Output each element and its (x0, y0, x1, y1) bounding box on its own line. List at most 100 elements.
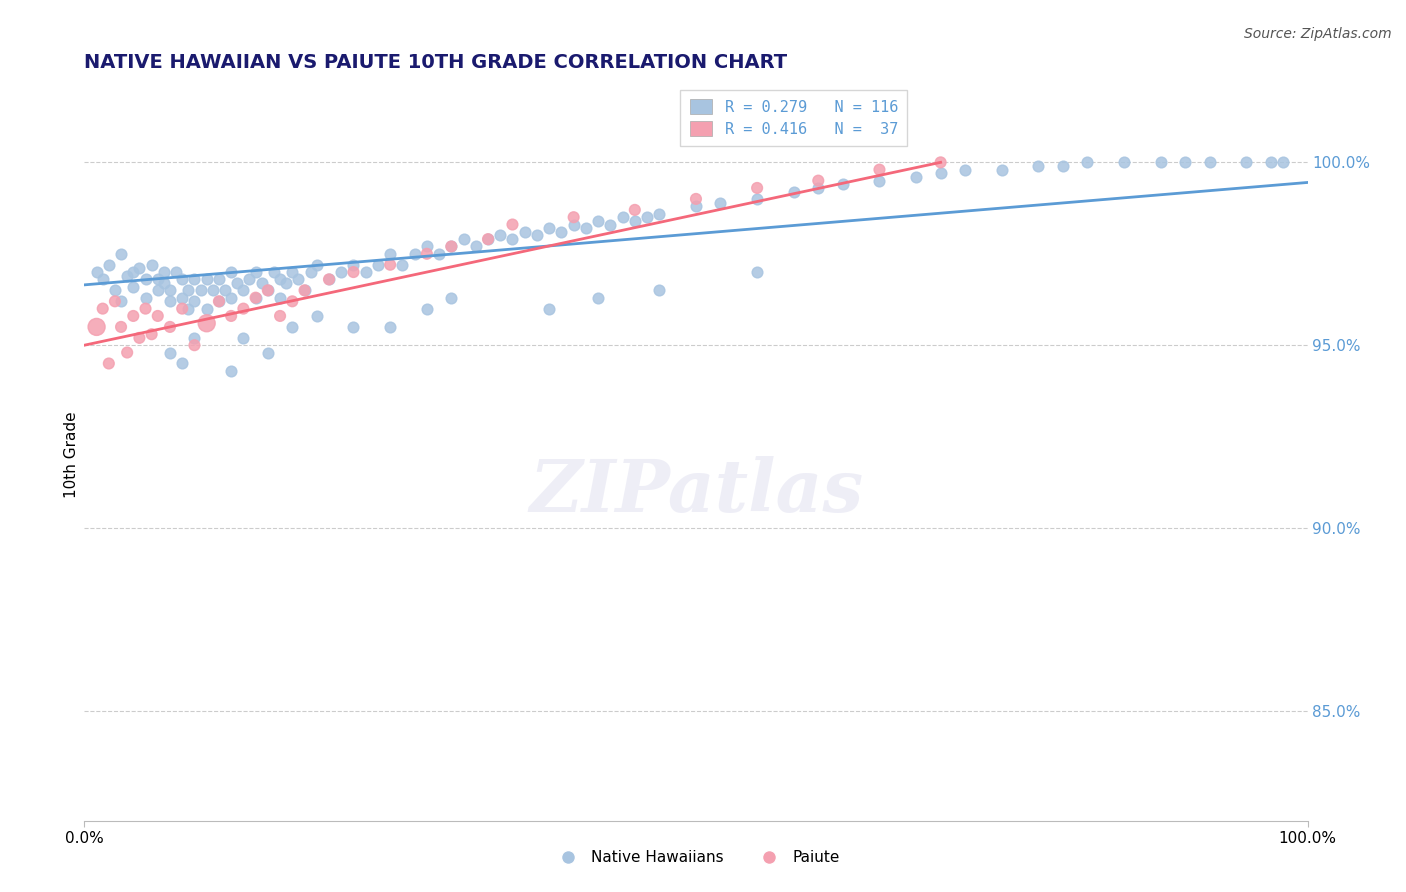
Point (208, 272, 231, 286)
Point (122, 279, 145, 293)
Point (380, 258, 402, 272)
Point (538, 301, 561, 316)
Point (562, 218, 585, 232)
Point (747, 181, 769, 195)
Point (269, 272, 291, 286)
Point (586, 214, 609, 228)
Point (404, 246, 426, 260)
Point (391, 258, 413, 272)
Point (110, 246, 132, 260)
Point (281, 319, 304, 334)
Point (183, 338, 205, 352)
Point (747, 265, 769, 279)
Point (219, 364, 242, 378)
Point (440, 291, 463, 305)
Point (287, 272, 309, 286)
Point (135, 291, 157, 305)
Point (86, 319, 108, 334)
Point (305, 309, 328, 323)
Point (599, 218, 621, 232)
Point (477, 232, 499, 246)
Point (195, 316, 218, 330)
Point (110, 319, 132, 334)
Point (685, 199, 707, 213)
Point (269, 309, 291, 323)
Point (1052, 159, 1074, 173)
Point (281, 265, 304, 279)
Point (636, 210, 658, 224)
Point (141, 258, 163, 272)
Point (269, 291, 291, 305)
Point (477, 232, 499, 246)
Point (214, 283, 236, 297)
Point (232, 283, 254, 297)
Point (1272, 155, 1295, 169)
Point (342, 258, 364, 272)
Point (294, 283, 316, 297)
Point (232, 301, 254, 316)
Point (91, 301, 114, 316)
Point (183, 272, 205, 286)
Point (281, 294, 304, 309)
Point (747, 192, 769, 206)
Point (172, 356, 194, 370)
Point (464, 239, 486, 253)
Point (97, 258, 120, 272)
Point (183, 294, 205, 309)
Point (172, 291, 194, 305)
Point (783, 185, 806, 199)
Point (159, 283, 181, 297)
Point (367, 258, 389, 272)
Point (1198, 155, 1220, 169)
Point (489, 228, 512, 243)
Point (1028, 159, 1050, 173)
Point (122, 265, 145, 279)
Point (135, 301, 157, 316)
Point (299, 265, 322, 279)
Point (115, 268, 138, 283)
Point (263, 265, 285, 279)
Point (172, 272, 194, 286)
Point (110, 294, 132, 309)
Point (257, 283, 280, 297)
Point (257, 345, 280, 359)
Point (380, 319, 402, 334)
Point (159, 345, 181, 359)
Point (153, 276, 176, 290)
Point (190, 283, 212, 297)
Point (869, 162, 891, 177)
Point (502, 232, 524, 246)
Point (991, 162, 1014, 177)
Point (183, 331, 205, 345)
Point (208, 294, 231, 309)
Point (513, 225, 536, 239)
Point (624, 202, 647, 217)
Point (1260, 155, 1282, 169)
Point (586, 291, 609, 305)
Point (648, 283, 671, 297)
Point (342, 265, 364, 279)
Point (104, 283, 127, 297)
Point (305, 258, 328, 272)
Point (177, 301, 200, 316)
Point (453, 232, 475, 246)
Point (807, 181, 830, 195)
Text: Source: ZipAtlas.com: Source: ZipAtlas.com (1244, 27, 1392, 41)
Point (146, 283, 169, 297)
Point (318, 272, 340, 286)
Point (104, 294, 127, 309)
Point (550, 225, 572, 239)
Point (232, 331, 254, 345)
Point (831, 178, 853, 192)
Point (86, 265, 108, 279)
Point (276, 276, 298, 290)
Point (245, 291, 267, 305)
Point (250, 276, 273, 290)
Point (380, 246, 402, 260)
Text: NATIVE HAWAIIAN VS PAIUTE 10TH GRADE CORRELATION CHART: NATIVE HAWAIIAN VS PAIUTE 10TH GRADE COR… (84, 54, 787, 72)
Point (91, 272, 114, 286)
Point (177, 283, 200, 297)
Point (122, 309, 145, 323)
Point (342, 319, 364, 334)
Point (416, 246, 439, 260)
